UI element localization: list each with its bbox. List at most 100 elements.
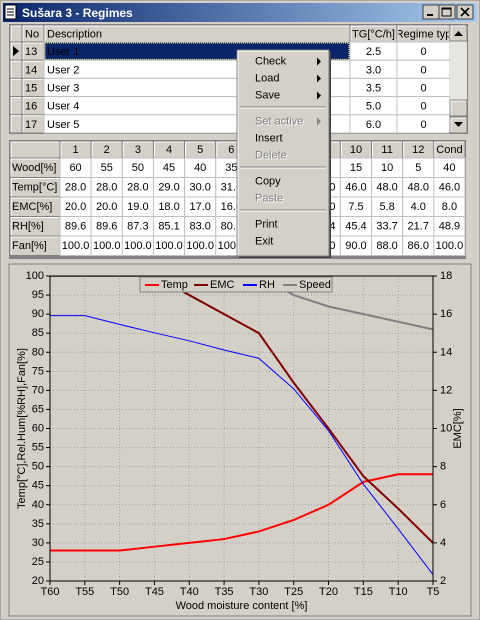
cell-text: 87.3 [127,220,148,232]
scroll-thumb [449,99,468,117]
y2-tick-label: 10 [440,423,452,435]
maximize-button[interactable] [438,4,456,20]
cell-text: 48.0 [408,181,429,193]
cell-text: User 1 [47,46,79,58]
y-tick-label: 55 [32,442,44,454]
x-tick-label: T50 [110,586,129,598]
cell-text: 100.0 [186,240,214,252]
column-header: 10 [350,144,362,156]
header-cell [9,24,23,43]
submenu-arrow [317,117,321,126]
header-cell-highlight [403,141,433,157]
y-tick-label: 50 [32,461,44,473]
menu-item[interactable] [239,87,327,104]
cell-text: 0 [420,46,426,58]
row-indicator [9,77,23,98]
row-header-cell-highlight [10,236,59,255]
x-tick-label: T45 [145,586,164,598]
cell-text: 16 [25,101,37,113]
cell-text: 45 [163,162,175,174]
menu-item-label: Exit [255,236,273,248]
header-cell-highlight [10,25,21,41]
x-tick-label: T20 [319,586,338,598]
focus-rect [44,42,350,60]
cell-text: 100.0 [124,240,152,252]
window-title: Sušara 3 - Regimes [22,6,133,20]
cell-text: 21.7 [408,220,429,232]
menu-item[interactable] [239,216,327,233]
menu-item-label: Save [255,90,280,102]
column-header: 1 [73,144,79,156]
y-tick-label: 45 [32,480,44,492]
x-tick-label: T55 [75,586,94,598]
cell-text: 48.0 [376,181,397,193]
cell-text: 13 [25,46,37,58]
submenu-arrow [317,57,321,66]
column-header: 2 [104,144,110,156]
y-tick-label: 40 [32,499,44,511]
row-header-cell-highlight [10,178,59,196]
row-number-cell-highlight [22,42,43,60]
cell-text: 3.0 [366,64,381,76]
y-tick-label: 70 [32,384,44,396]
cell-text: 28.0 [127,181,148,193]
cell-text: 28.0 [96,181,117,193]
column-header: Description [47,29,102,41]
cell-text: 5.8 [379,201,394,213]
header-cell-highlight [122,141,153,157]
close-button[interactable] [456,4,474,20]
y-tick-label: 30 [32,537,44,549]
cell-text: 5 [415,162,421,174]
menu-item[interactable] [239,130,327,147]
cell-text: 0 [420,83,426,95]
arrow [454,122,463,127]
plot-border [49,275,434,582]
cell-text: 90.0 [345,240,366,252]
chart: 20 25 30 35 40 45 50 55 60 65 70 75 80 85 90 95 100 2 4 6 8 1… [16,270,464,612]
cell-text: 17 [25,119,37,131]
cell-text: 60 [69,162,81,174]
legend-label: Speed [299,279,331,291]
menu-item[interactable] [239,233,327,250]
y-tick-label: 75 [32,365,44,377]
y2-tick-label: 4 [440,537,446,549]
cell-text: 100.0 [93,240,121,252]
y-tick-label: 90 [32,308,44,320]
menu-item-label: Print [255,219,278,231]
cell-text: 29.0 [158,181,179,193]
header-cell-highlight [22,25,43,41]
cell-text: 30.0 [189,181,210,193]
y-tick-label: 85 [32,327,44,339]
row-indicator-highlight [10,42,21,60]
series-line [152,276,433,544]
x-tick-label: T5 [427,586,440,598]
app-icon [4,4,17,20]
grid-cell[interactable] [433,235,466,256]
row-number-cell-highlight [22,78,43,96]
menu-item[interactable] [239,173,327,190]
y-tick-label: 65 [32,403,44,415]
cell-text: 14 [25,64,37,76]
menu-item-label: Check [255,56,287,68]
minimize-button[interactable] [422,4,440,20]
menu-item-label: Insert [255,133,283,145]
column-header: No [25,29,39,41]
cell-text: 33.7 [376,220,397,232]
cell-text: 89.6 [96,220,117,232]
cell-text: User 4 [47,101,79,113]
y-tick-label: 20 [32,575,44,587]
cell-text: 0 [420,101,426,113]
menu-item[interactable] [239,70,327,87]
cell-text: 86.0 [408,240,429,252]
y2-tick-label: 14 [440,346,452,358]
cell-text: User 2 [47,64,79,76]
y2-tick-label: 6 [440,499,446,511]
column-header: 6 [228,144,234,156]
column-header: 3 [135,144,141,156]
header-cell-highlight [350,25,396,41]
legend-box [139,276,333,293]
header-cell-highlight [91,141,122,157]
column-header: 11 [381,144,392,156]
row-indicator-highlight [10,97,21,114]
